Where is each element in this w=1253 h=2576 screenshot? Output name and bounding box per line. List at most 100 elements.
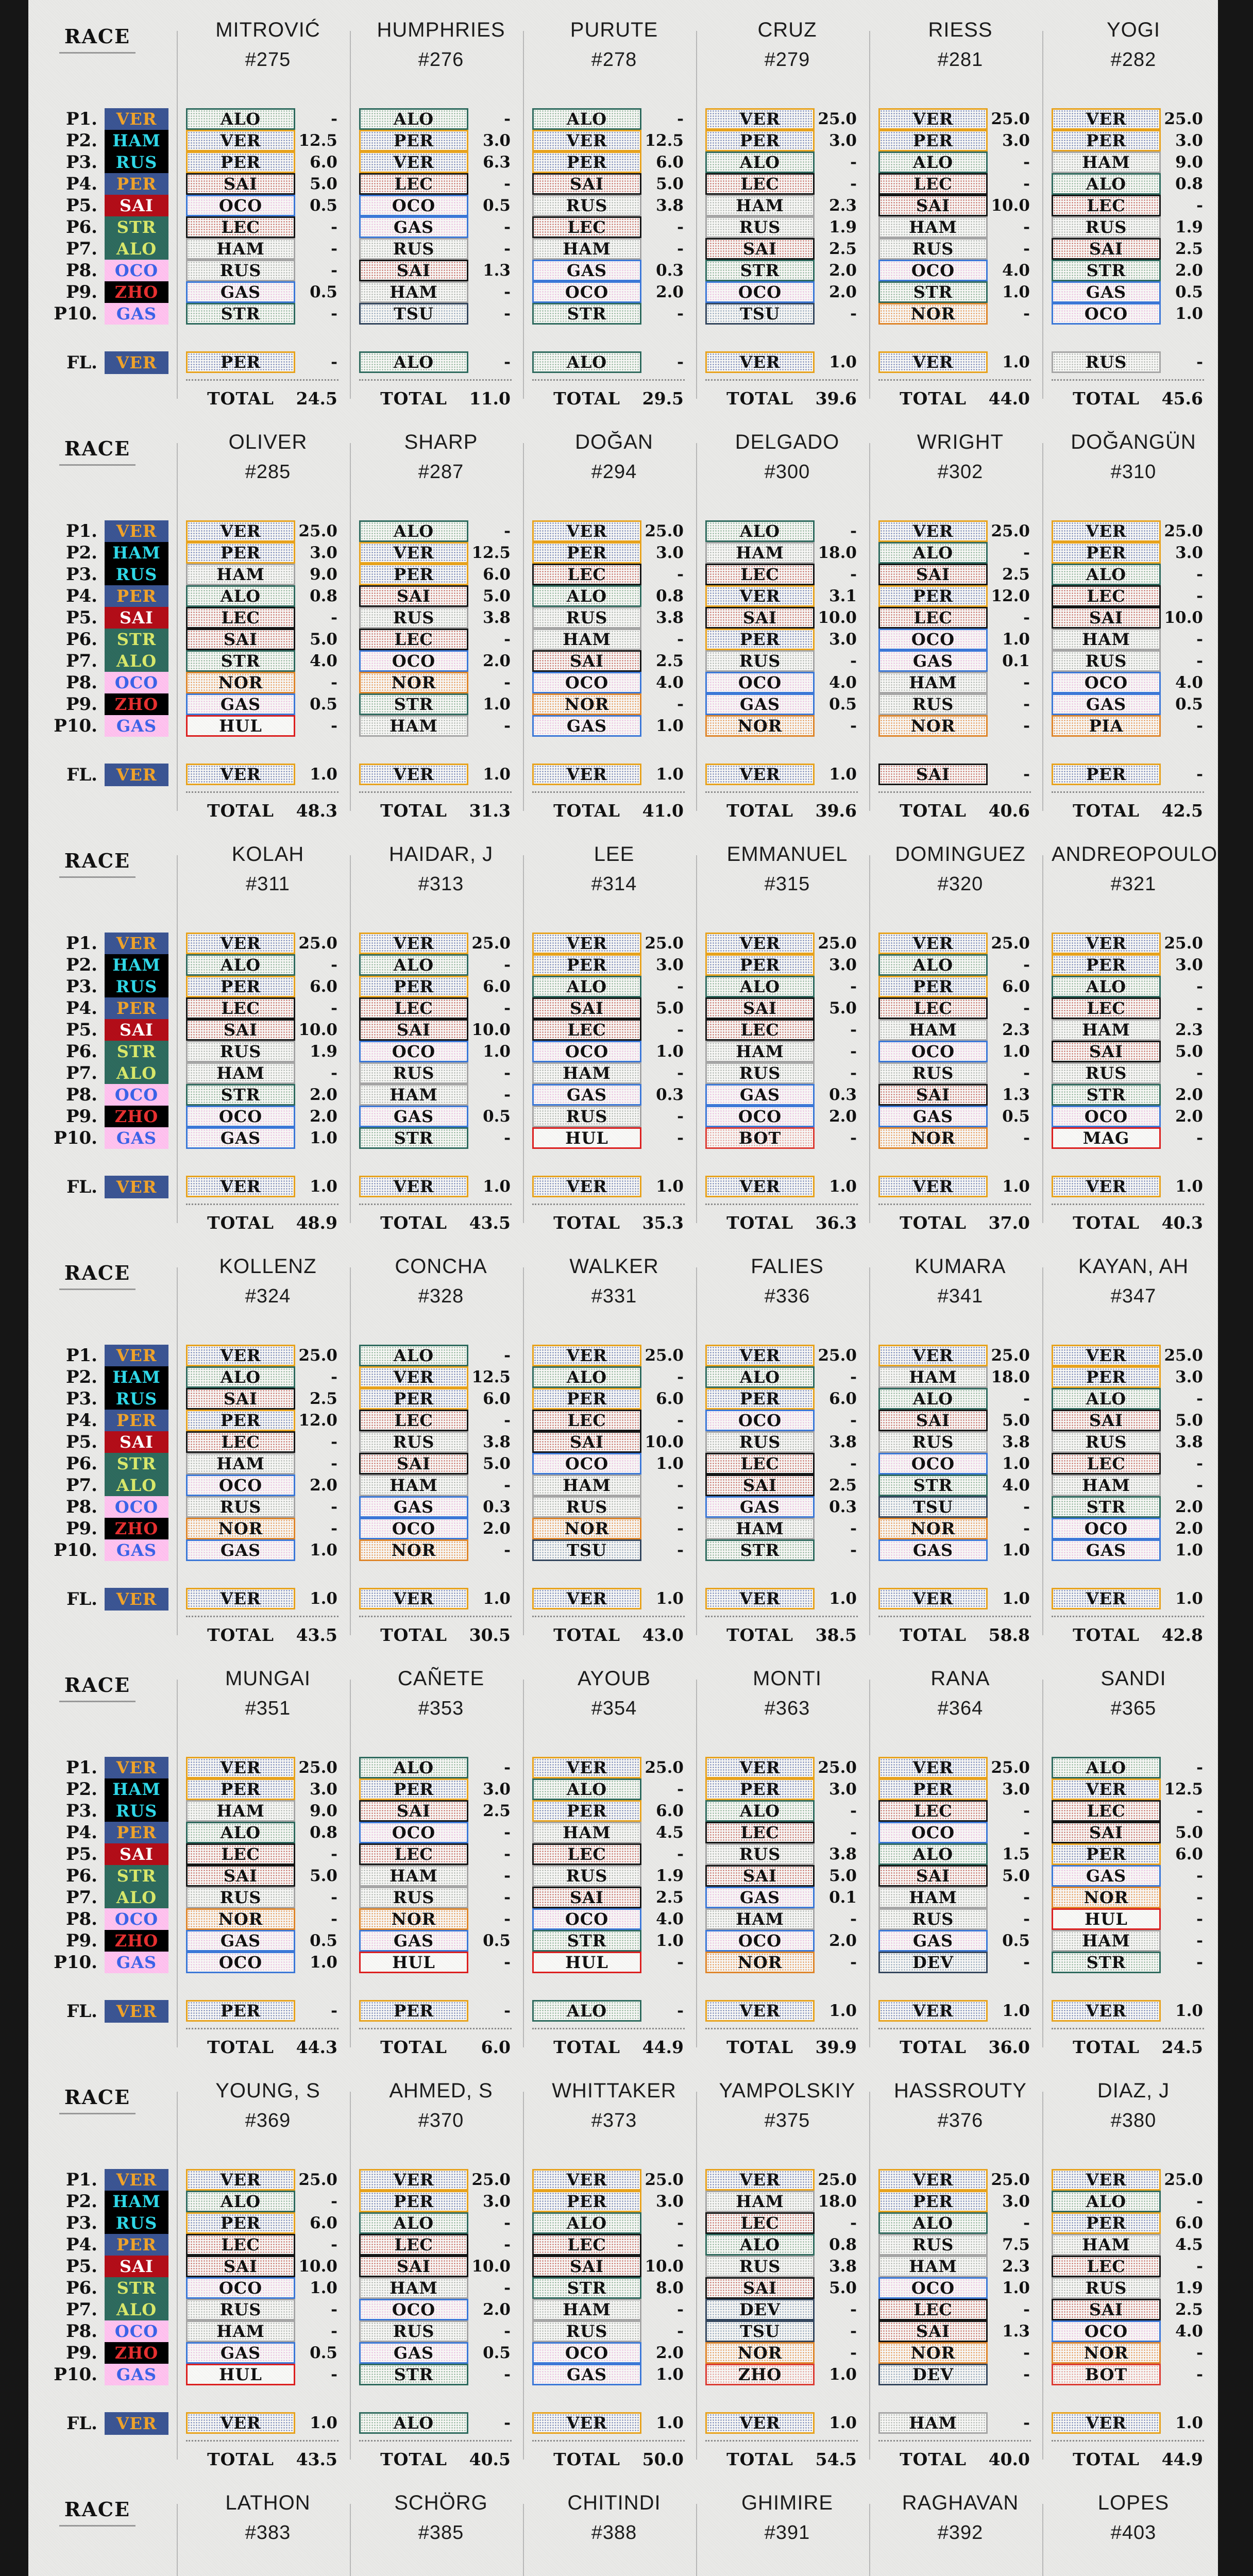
driver-chip-alo: ALO bbox=[359, 2412, 468, 2434]
fastest-lap-points: 1.0 bbox=[829, 1589, 857, 1608]
driver-chip-oco: OCO bbox=[705, 281, 815, 303]
prediction-row: RUS 3.8 bbox=[359, 1431, 523, 1453]
total-row: TOTAL 24.5 bbox=[1052, 2035, 1215, 2059]
prediction-points: 3.0 bbox=[1175, 131, 1203, 150]
driver-chip-per: PER bbox=[532, 1800, 641, 1822]
prediction-points: 18.0 bbox=[818, 544, 857, 562]
prediction-row: LEC - bbox=[532, 216, 696, 238]
position-label: P4. bbox=[65, 174, 97, 194]
prediction-row: GAS 0.5 bbox=[878, 1930, 1042, 1952]
fastest-lap-points: 1.0 bbox=[483, 1589, 511, 1608]
prediction-points: - bbox=[1196, 2365, 1203, 2384]
prediction-row: OCO 4.0 bbox=[532, 672, 696, 693]
prediction-row: VER 25.0 bbox=[1052, 108, 1215, 130]
prediction-row: GAS 0.5 bbox=[359, 2342, 523, 2364]
total-row: TOTAL 44.0 bbox=[878, 386, 1042, 410]
prediction-points: - bbox=[504, 1346, 511, 1365]
prediction-points: 0.8 bbox=[310, 587, 337, 605]
prediction-row: RUS - bbox=[359, 1887, 523, 1908]
driver-chip-oco: OCO bbox=[532, 1041, 641, 1062]
prediction-row: OCO 1.0 bbox=[186, 1952, 350, 1973]
player-column: YOUNG, S #369 VER 25.0 ALO - PER 6.0 LEC - SAI 10.0… bbox=[177, 2068, 350, 2473]
prediction-points: 5.0 bbox=[310, 175, 337, 193]
prediction-points: - bbox=[1196, 2257, 1203, 2276]
prediction-points: 3.8 bbox=[1002, 1433, 1030, 1451]
driver-chip-rus: RUS bbox=[359, 1887, 468, 1908]
prediction-row: PER 3.0 bbox=[532, 542, 696, 564]
position-label: P10. bbox=[54, 1952, 97, 1973]
driver-chip-alo: ALO bbox=[186, 1822, 295, 1843]
player-header: DOĞAN #294 bbox=[532, 419, 696, 497]
race-result-row: P7. ALO bbox=[42, 1887, 177, 1908]
dotted-divider bbox=[878, 373, 1042, 386]
prediction-points: - bbox=[331, 673, 337, 692]
prediction-points: 0.5 bbox=[1002, 1107, 1030, 1126]
race-header: RACE bbox=[42, 1244, 153, 1321]
driver-chip-alo: ALO bbox=[878, 151, 988, 173]
driver-chip-oco: OCO bbox=[532, 1453, 641, 1475]
prediction-points: 4.0 bbox=[656, 673, 684, 692]
prediction-points: - bbox=[504, 2365, 511, 2384]
race-result-row: P5. SAI bbox=[42, 1019, 177, 1041]
driver-chip-ver: VER bbox=[532, 2169, 641, 2191]
prediction-row: TSU - bbox=[705, 303, 869, 325]
position-label: P5. bbox=[65, 607, 97, 628]
prediction-row: GAS 0.5 bbox=[705, 693, 869, 715]
prediction-points: 10.0 bbox=[645, 1433, 684, 1451]
driver-chip-per: PER bbox=[878, 976, 988, 997]
position-label: P3. bbox=[65, 1801, 97, 1821]
prediction-points: 0.5 bbox=[1175, 283, 1203, 301]
driver-chip-sai: SAI bbox=[359, 1453, 468, 1475]
prediction-row: STR 8.0 bbox=[532, 2277, 696, 2299]
prediction-points: 1.0 bbox=[656, 1042, 684, 1061]
prediction-row: HUL - bbox=[1052, 1908, 1215, 1930]
prediction-row: HAM - bbox=[1052, 1475, 1215, 1496]
driver-chip-str: STR bbox=[532, 303, 641, 325]
driver-chip-ver: VER bbox=[878, 108, 988, 130]
fastest-lap-points: 1.0 bbox=[829, 1177, 857, 1196]
player-name: HASSROUTY bbox=[894, 2079, 1027, 2102]
prediction-points: 0.3 bbox=[656, 1086, 684, 1104]
driver-chip-rus: RUS bbox=[359, 1431, 468, 1453]
prediction-row: GAS 1.0 bbox=[878, 1539, 1042, 1561]
player-column: KOLLENZ #324 VER 25.0 ALO - SAI 2.5 PER 12.0 LEC - H… bbox=[177, 1244, 350, 1649]
prediction-points: - bbox=[504, 240, 511, 258]
driver-chip-rus: RUS bbox=[1052, 1062, 1161, 1084]
dotted-divider bbox=[186, 1197, 350, 1211]
prediction-row: OCO 0.5 bbox=[186, 195, 350, 216]
prediction-row: HUL - bbox=[186, 2364, 350, 2385]
prediction-points: 1.0 bbox=[1002, 1541, 1030, 1560]
dotted-divider bbox=[359, 373, 523, 386]
prediction-row: GAS 0.5 bbox=[186, 693, 350, 715]
driver-chip-sai: SAI bbox=[878, 195, 988, 216]
driver-chip-ham: HAM bbox=[878, 216, 988, 238]
driver-chip-oco: OCO bbox=[186, 195, 295, 216]
driver-chip-ham: HAM bbox=[532, 1822, 641, 1843]
total-value: 54.5 bbox=[815, 2449, 857, 2469]
driver-chip-sai: SAI bbox=[878, 764, 988, 785]
driver-chip-sai: SAI bbox=[359, 260, 468, 281]
race-result-row: P4. PER bbox=[42, 997, 177, 1019]
race-result-chip-per: PER bbox=[105, 997, 168, 1019]
prediction-row: NOR - bbox=[532, 693, 696, 715]
total-row: TOTAL 40.5 bbox=[359, 2447, 523, 2471]
driver-chip-per: PER bbox=[186, 1410, 295, 1431]
driver-chip-str: STR bbox=[186, 650, 295, 672]
prediction-row: VER 25.0 bbox=[878, 933, 1042, 954]
position-label: P2. bbox=[65, 2191, 97, 2212]
prediction-row: VER 25.0 bbox=[532, 933, 696, 954]
player-id: #287 bbox=[418, 461, 464, 483]
driver-chip-per: PER bbox=[186, 2212, 295, 2234]
prediction-points: - bbox=[331, 1845, 337, 1863]
fastest-lap-prediction-row: ALO - bbox=[359, 351, 523, 373]
prediction-row: GAS 0.5 bbox=[186, 2342, 350, 2364]
prediction-points: - bbox=[504, 1086, 511, 1104]
prediction-points: 3.0 bbox=[1002, 1780, 1030, 1799]
prediction-points: 0.3 bbox=[829, 1086, 857, 1104]
prediction-row: OCO 0.5 bbox=[359, 195, 523, 216]
prediction-row: SAI 5.0 bbox=[186, 629, 350, 650]
prediction-row: SAI 10.0 bbox=[186, 1019, 350, 1041]
fastest-lap-prediction-row: RUS - bbox=[1052, 351, 1215, 373]
prediction-points: 2.0 bbox=[829, 261, 857, 280]
fastest-lap-points: - bbox=[504, 2002, 511, 2020]
